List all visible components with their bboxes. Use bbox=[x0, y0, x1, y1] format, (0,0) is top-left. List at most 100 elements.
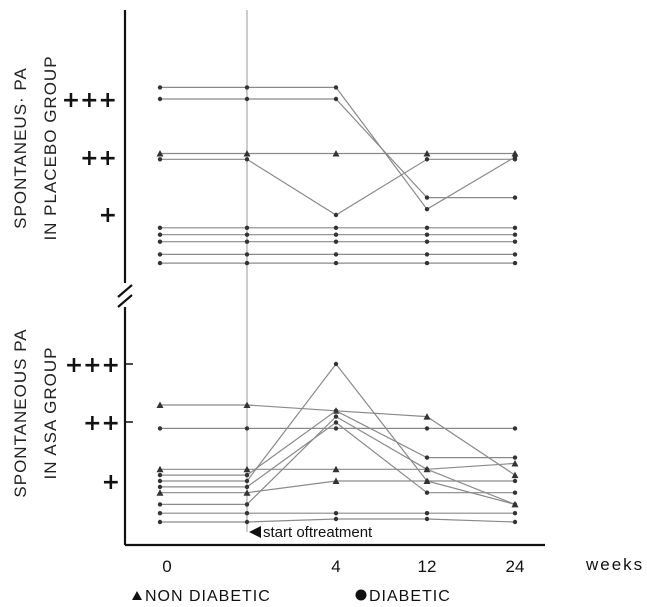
asa-diabetic-point-7-2 bbox=[333, 414, 339, 419]
placebo-non-diabetic-point-2-2 bbox=[332, 150, 340, 157]
placebo-series-line-1 bbox=[160, 98, 515, 199]
asa-diabetic-point-4-2 bbox=[333, 408, 339, 413]
asa-level-label-1: + bbox=[102, 470, 120, 495]
asa-diabetic-point-5-0 bbox=[157, 484, 163, 490]
placebo-diabetic-point-3-4 bbox=[512, 157, 518, 162]
non-diabetic-legend-icon bbox=[132, 591, 142, 600]
asa-diabetic-point-7-4 bbox=[512, 502, 518, 507]
asa-non-diabetic-point-6-0 bbox=[156, 489, 164, 496]
asa-diabetic-point-5-4 bbox=[512, 490, 518, 495]
asa-diabetic-point-9-0 bbox=[157, 519, 163, 525]
placebo-diabetic-point-8-2 bbox=[333, 260, 339, 266]
asa-diabetic-point-7-0 bbox=[157, 502, 163, 507]
placebo-diabetic-point-4-1 bbox=[244, 225, 250, 230]
asa-diabetic-point-9-1 bbox=[244, 519, 250, 525]
placebo-diabetic-point-6-0 bbox=[157, 239, 163, 244]
asa-non-diabetic-point-0-3 bbox=[423, 413, 431, 420]
start-arrow-icon bbox=[249, 526, 261, 538]
axis-break-mark-2 bbox=[117, 294, 133, 308]
placebo-diabetic-point-4-0 bbox=[157, 225, 163, 230]
legend-non-diabetic-label: NON DIABETIC bbox=[145, 588, 271, 605]
asa-diabetic-point-9-2 bbox=[333, 516, 339, 522]
placebo-diabetic-point-1-1 bbox=[244, 96, 250, 102]
placebo-diabetic-point-5-4 bbox=[512, 232, 518, 237]
placebo-diabetic-point-3-3 bbox=[424, 157, 430, 162]
placebo-diabetic-point-6-2 bbox=[333, 239, 339, 244]
asa-title-line-1: SPONTANEOUS PA bbox=[11, 328, 30, 497]
asa-series-group bbox=[156, 361, 519, 525]
placebo-diabetic-point-3-1 bbox=[244, 157, 250, 162]
x-tick-label-0: 0 bbox=[162, 557, 171, 576]
asa-diabetic-point-2-2 bbox=[333, 361, 339, 367]
placebo-title: SPONTANEUS· PA bbox=[11, 67, 30, 229]
placebo-series-group bbox=[156, 85, 519, 266]
asa-non-diabetic-point-0-4 bbox=[511, 471, 519, 479]
asa-non-diabetic-point-3-4 bbox=[511, 459, 519, 467]
placebo-diabetic-point-8-3 bbox=[424, 260, 430, 266]
placebo-diabetic-point-7-1 bbox=[244, 252, 250, 257]
asa-diabetic-point-5-1 bbox=[244, 484, 250, 490]
start-of-treatment-label: start oftreatment bbox=[263, 524, 373, 541]
asa-series-line-4 bbox=[160, 410, 515, 476]
placebo-diabetic-point-4-4 bbox=[512, 225, 518, 230]
placebo-diabetic-point-5-0 bbox=[157, 232, 163, 237]
asa-diabetic-point-9-3 bbox=[424, 516, 430, 522]
placebo-diabetic-point-5-3 bbox=[424, 232, 430, 237]
axis-break-mark-1 bbox=[117, 284, 133, 298]
placebo-series-line-0 bbox=[160, 86, 516, 210]
asa-diabetic-point-2-0 bbox=[157, 478, 163, 484]
placebo-diabetic-point-6-1 bbox=[244, 239, 250, 244]
diabetic-legend-icon bbox=[355, 589, 367, 601]
asa-non-diabetic-point-6-3 bbox=[423, 477, 431, 484]
asa-diabetic-point-8-0 bbox=[157, 511, 163, 516]
placebo-diabetic-point-5-1 bbox=[244, 232, 250, 237]
placebo-diabetic-point-7-0 bbox=[157, 252, 163, 257]
placebo-diabetic-point-0-2 bbox=[333, 85, 339, 90]
asa-non-diabetic-point-3-0 bbox=[156, 465, 164, 473]
placebo-title-2-group: IN PLACEBO GROUP bbox=[41, 55, 60, 240]
asa-level-label-3: +++ bbox=[65, 353, 120, 378]
asa-diabetic-point-1-0 bbox=[157, 426, 163, 431]
placebo-diabetic-point-1-2 bbox=[333, 96, 339, 102]
asa-diabetic-point-9-4 bbox=[512, 519, 518, 525]
asa-diabetic-point-8-2 bbox=[333, 511, 339, 516]
placebo-non-diabetic-point-2-3 bbox=[423, 150, 431, 157]
asa-title: SPONTANEOUS PA bbox=[11, 328, 30, 497]
placebo-title-line-2: IN PLACEBO GROUP bbox=[41, 55, 60, 240]
placebo-diabetic-point-0-3 bbox=[424, 207, 430, 212]
placebo-diabetic-point-6-4 bbox=[512, 239, 518, 244]
placebo-diabetic-point-8-4 bbox=[512, 260, 518, 266]
asa-diabetic-point-8-3 bbox=[424, 511, 430, 516]
placebo-diabetic-point-7-3 bbox=[424, 252, 430, 257]
placebo-diabetic-point-4-2 bbox=[333, 225, 339, 230]
placebo-level-label-2: ++ bbox=[80, 146, 117, 171]
asa-non-diabetic-point-6-1 bbox=[243, 489, 251, 496]
asa-diabetic-point-2-4 bbox=[512, 478, 518, 484]
asa-series-line-3 bbox=[160, 462, 516, 470]
placebo-level-label-1: + bbox=[99, 203, 117, 228]
asa-diabetic-point-1-2 bbox=[333, 426, 339, 431]
asa-diabetic-point-1-4 bbox=[512, 426, 518, 431]
asa-level-label-2: ++ bbox=[83, 411, 120, 436]
asa-diabetic-point-4-3 bbox=[424, 455, 430, 460]
placebo-level-label-3: +++ bbox=[62, 88, 117, 113]
asa-diabetic-point-4-0 bbox=[157, 472, 163, 478]
placebo-diabetic-point-1-4 bbox=[512, 195, 518, 200]
asa-non-diabetic-point-0-0 bbox=[156, 401, 164, 408]
placebo-diabetic-point-6-3 bbox=[424, 239, 430, 244]
placebo-diabetic-point-5-2 bbox=[333, 232, 339, 237]
asa-title-2-group: IN ASA GROUP bbox=[41, 347, 60, 480]
placebo-non-diabetic-point-2-4 bbox=[511, 150, 519, 157]
asa-non-diabetic-point-3-1 bbox=[243, 465, 251, 473]
asa-diabetic-point-1-3 bbox=[424, 426, 430, 431]
placebo-non-diabetic-point-2-0 bbox=[156, 150, 164, 157]
placebo-diabetic-point-1-0 bbox=[157, 96, 163, 102]
asa-title-line-2: IN ASA GROUP bbox=[41, 347, 60, 480]
asa-non-diabetic-point-6-2 bbox=[332, 477, 340, 484]
asa-diabetic-point-7-1 bbox=[244, 502, 250, 507]
x-tick-label-4: 4 bbox=[331, 557, 340, 576]
asa-diabetic-point-4-4 bbox=[512, 455, 518, 460]
asa-diabetic-point-2-1 bbox=[244, 478, 250, 484]
legend-diabetic-label: DIABETIC bbox=[369, 588, 451, 605]
